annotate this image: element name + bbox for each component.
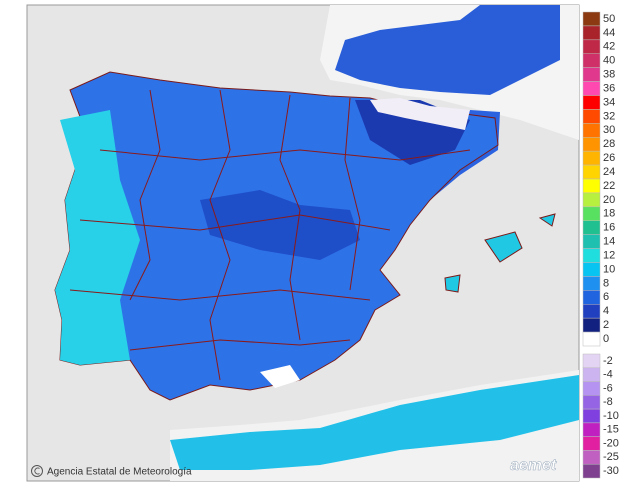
africa-temperature [170,375,579,470]
legend-label: -2 [603,355,613,367]
legend-label: 18 [603,208,615,220]
legend-swatch [582,164,601,180]
province-borders [69,89,471,381]
legend-label: 44 [603,27,615,39]
legend-swatch [582,67,601,82]
legend-swatch [582,95,601,110]
legend-label: 34 [603,96,615,108]
ibiza [444,274,461,293]
legend-swatch [582,381,601,396]
legend-label: -25 [603,451,619,463]
menorca [538,213,556,227]
legend-swatch [582,206,601,221]
legend-swatch [582,317,601,333]
legend-swatch [582,304,601,319]
central-cold [200,190,360,260]
portugal-coast [55,110,140,365]
legend-swatch [582,39,601,54]
legend-swatch [582,150,601,166]
legend-label: -30 [603,465,619,477]
legend-swatch [582,109,601,124]
legend-swatch [582,234,601,249]
legend-label: -15 [603,424,619,436]
legend-label: 14 [603,236,615,248]
legend-label: 16 [603,222,615,234]
legend-label: 42 [603,41,615,53]
legend-swatch [582,395,601,410]
legend-label: 12 [603,249,615,261]
legend-label: 24 [603,166,615,178]
legend-label: 30 [603,124,615,136]
legend-label: 26 [603,152,615,164]
legend-swatch [582,81,601,96]
legend-swatch [582,137,601,152]
legend-label: 4 [603,305,609,317]
legend-swatch [582,450,601,465]
legend-label: 0 [603,333,609,345]
legend-label: -6 [603,382,613,394]
legend-label: -4 [603,369,613,381]
legend-swatch [582,276,601,291]
legend-label: 22 [603,180,615,192]
legend-swatch [582,290,601,305]
copyright-c [34,467,40,475]
legend-label: 38 [603,69,615,81]
credit: Agencia Estatal de Meteorología [47,467,192,478]
legend-label: 6 [603,291,609,303]
legend-label: 20 [603,194,615,206]
legend-label: 32 [603,110,615,122]
legend-swatch [582,422,601,437]
legend-swatch [582,248,601,263]
legend-swatch [582,408,601,424]
legend-swatch [582,25,601,41]
sierra-nevada [260,365,300,388]
legend-swatch [582,353,601,369]
mallorca [484,231,523,263]
legend-label: 2 [603,319,609,331]
legend-swatch [582,331,601,347]
legend-swatch [582,220,601,235]
legend-label: 50 [603,13,615,25]
legend-label: -10 [603,410,619,422]
pyrenees-snow [370,98,470,130]
logo: aemet [510,457,557,474]
legend-swatch [582,11,601,27]
legend-label: 8 [603,277,609,289]
legend-swatch [582,53,601,68]
copyright-icon [31,465,43,477]
legend-swatch [582,262,601,277]
legend-swatch [582,367,601,382]
legend-label: 40 [603,55,615,67]
legend-swatch [582,192,601,208]
legend-label: 28 [603,138,615,150]
legend-label: -8 [603,396,613,408]
legend-label: 10 [603,263,615,275]
legend-swatch [582,123,601,138]
legend-swatch [582,178,601,194]
legend-label: -20 [603,437,619,449]
legend-swatch [582,436,601,451]
legend: 5044424038363432302826242220181614121086… [582,11,619,479]
france-temperature [335,5,560,95]
legend-label: 36 [603,82,615,94]
legend-swatch [582,463,601,479]
